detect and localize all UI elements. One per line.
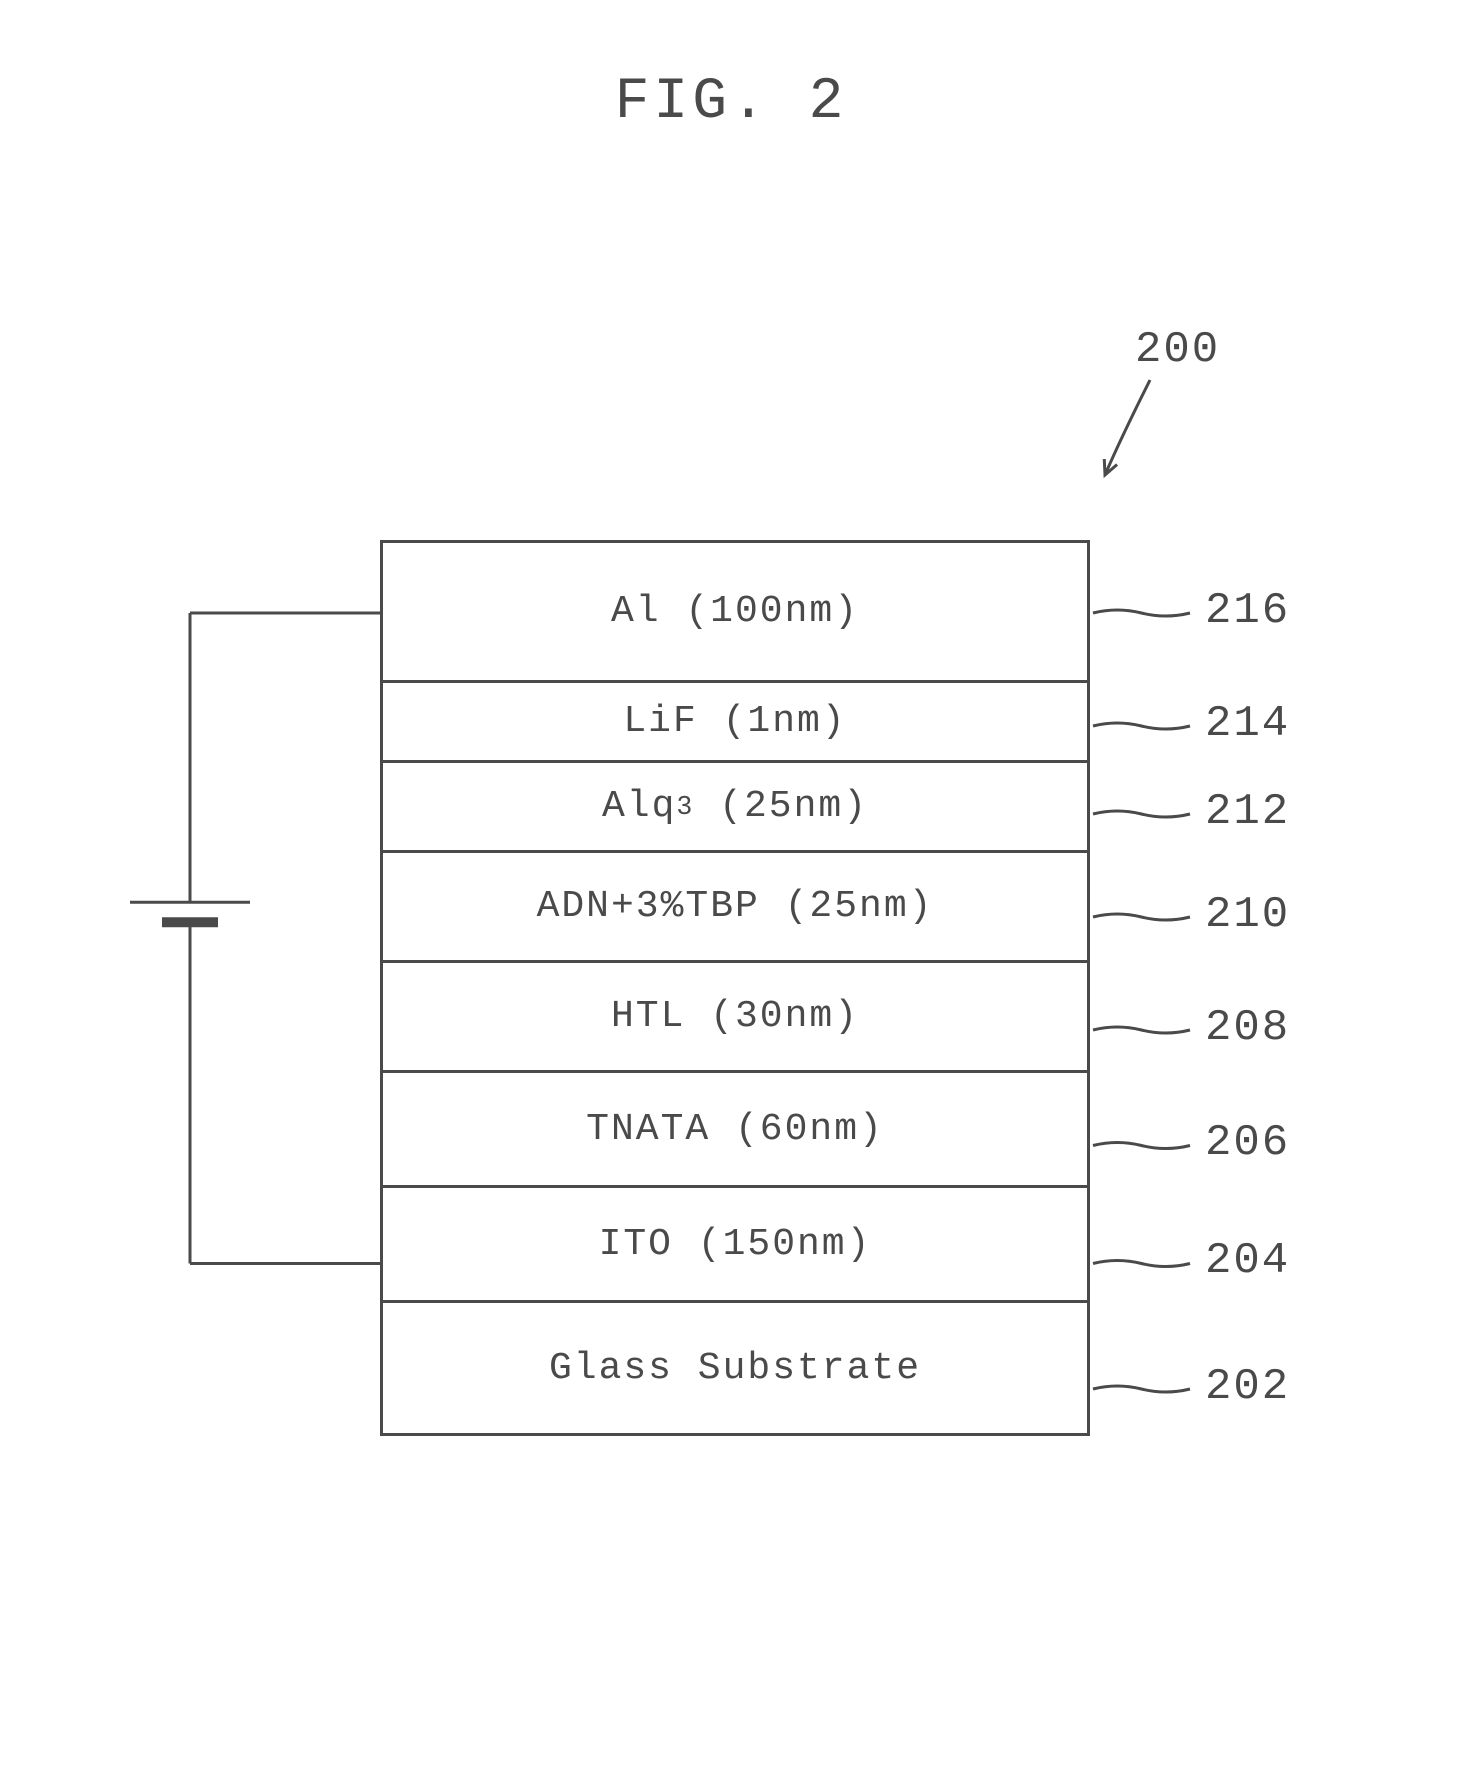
ref-lead — [0, 0, 1462, 1770]
ref-label: 202 — [1205, 1362, 1290, 1412]
figure-canvas: FIG. 2 200 Al (100nm)LiF (1nm)Alq3 (25nm… — [0, 0, 1462, 1770]
